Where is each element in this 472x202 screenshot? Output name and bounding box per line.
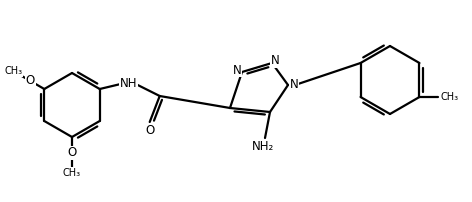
Text: N: N bbox=[290, 79, 298, 92]
Text: CH₃: CH₃ bbox=[440, 92, 458, 102]
Text: O: O bbox=[26, 75, 35, 87]
Text: CH₃: CH₃ bbox=[4, 66, 22, 76]
Text: NH₂: NH₂ bbox=[252, 141, 274, 154]
Text: N: N bbox=[233, 63, 241, 77]
Text: O: O bbox=[67, 146, 76, 160]
Text: NH: NH bbox=[120, 78, 137, 90]
Text: O: O bbox=[145, 123, 154, 137]
Text: N: N bbox=[270, 55, 279, 67]
Text: CH₃: CH₃ bbox=[63, 168, 81, 178]
